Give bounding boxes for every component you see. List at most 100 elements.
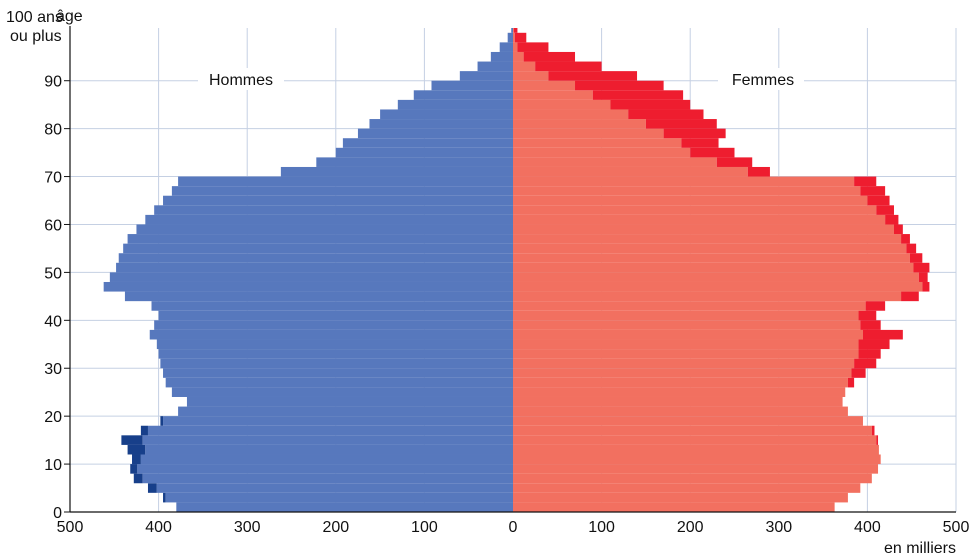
men-bar: [163, 416, 513, 426]
x-tick-label: 100: [588, 519, 615, 536]
women-bar: [513, 42, 518, 52]
men-bar: [163, 368, 513, 378]
x-unit-label: en milliers: [884, 540, 956, 557]
men-bar: [124, 291, 513, 302]
men-bar: [165, 492, 514, 503]
men-bar: [118, 253, 513, 263]
women-bar: [513, 349, 859, 359]
women-bar: [513, 454, 881, 465]
men-excess-bar: [127, 444, 146, 455]
men-bar: [165, 377, 514, 388]
women-bar: [513, 214, 886, 225]
women-bar: [513, 406, 848, 417]
women-bar: [513, 320, 861, 330]
women-excess-bar: [514, 32, 527, 43]
men-bar: [178, 176, 514, 187]
women-excess-bar: [867, 195, 890, 206]
age-top-label-line1: 100 ans: [6, 9, 63, 26]
women-bar: [513, 281, 923, 292]
women-excess-bar: [513, 28, 518, 33]
men-bar: [142, 435, 514, 445]
women-bar: [513, 310, 859, 321]
women-bar: [513, 234, 902, 244]
women-bar: [513, 416, 863, 426]
women-excess-bar: [854, 358, 877, 369]
women-bar: [513, 128, 664, 139]
women-bar: [513, 291, 902, 302]
men-bar: [140, 454, 513, 465]
men-bar: [459, 71, 513, 81]
women-bar: [513, 377, 848, 388]
men-bar: [397, 99, 513, 110]
women-bar: [513, 205, 877, 215]
women-excess-bar: [690, 147, 735, 158]
men-bar: [151, 301, 513, 311]
women-bar: [513, 358, 855, 369]
women-bar: [513, 339, 859, 350]
women-excess-bar: [906, 243, 917, 254]
women-excess-bar: [862, 329, 903, 340]
x-tick-label: 400: [854, 519, 881, 536]
x-tick-label: 0: [509, 519, 518, 536]
women-excess-bar: [922, 281, 930, 292]
women-excess-bar: [913, 262, 930, 273]
women-bar: [513, 473, 872, 484]
women-excess-bar: [860, 186, 886, 196]
women-excess-bar: [716, 157, 753, 167]
women-bar: [513, 272, 919, 282]
women-excess-bar: [871, 425, 875, 436]
women-excess-bar: [535, 61, 602, 72]
x-tick-label: 100: [411, 519, 438, 536]
men-bar: [490, 51, 513, 62]
women-bar: [513, 176, 855, 187]
women-excess-bar: [681, 138, 719, 148]
men-bar: [380, 109, 513, 120]
women-excess-bar: [876, 205, 894, 215]
women-bar: [513, 80, 576, 91]
y-tick-label: 90: [44, 74, 62, 91]
women-bar: [513, 243, 907, 254]
women-excess-bar: [645, 119, 717, 129]
men-excess-bar: [163, 492, 166, 503]
women-bar: [513, 195, 868, 206]
men-bar: [176, 502, 513, 512]
men-excess-bar: [132, 454, 141, 465]
x-tick-label: 500: [57, 519, 84, 536]
women-bar: [513, 51, 524, 62]
men-excess-bar: [133, 473, 143, 484]
women-bar: [513, 435, 877, 445]
women-bar: [513, 224, 894, 235]
men-bar: [158, 310, 513, 321]
women-bar: [513, 368, 852, 378]
women-bar: [513, 138, 682, 148]
y-tick-label: 50: [44, 265, 62, 282]
y-tick-label: 80: [44, 122, 62, 139]
men-bar: [186, 396, 513, 407]
men-bar: [147, 425, 513, 436]
men-bar: [280, 166, 513, 177]
women-excess-bar: [517, 42, 549, 52]
x-tick-label: 500: [943, 519, 970, 536]
men-bar: [145, 444, 513, 455]
men-bar: [163, 195, 513, 206]
women-excess-bar: [918, 272, 928, 282]
y-tick-label: 60: [44, 217, 62, 234]
men-bar: [156, 483, 513, 493]
men-bar: [477, 61, 513, 72]
y-tick-label: 0: [53, 505, 62, 522]
women-bar: [513, 425, 872, 436]
men-bar: [413, 90, 513, 100]
y-tick-label: 70: [44, 170, 62, 187]
men-excess-bar: [147, 483, 157, 493]
women-bar: [513, 99, 611, 110]
x-tick-label: 300: [765, 519, 792, 536]
men-bar: [158, 349, 513, 359]
women-excess-bar: [865, 301, 886, 311]
x-tick-label: 400: [145, 519, 172, 536]
women-bar: [513, 444, 879, 455]
women-excess-bar: [851, 368, 866, 378]
men-bar: [145, 214, 513, 225]
women-excess-bar: [610, 99, 691, 110]
men-bar: [154, 320, 514, 330]
